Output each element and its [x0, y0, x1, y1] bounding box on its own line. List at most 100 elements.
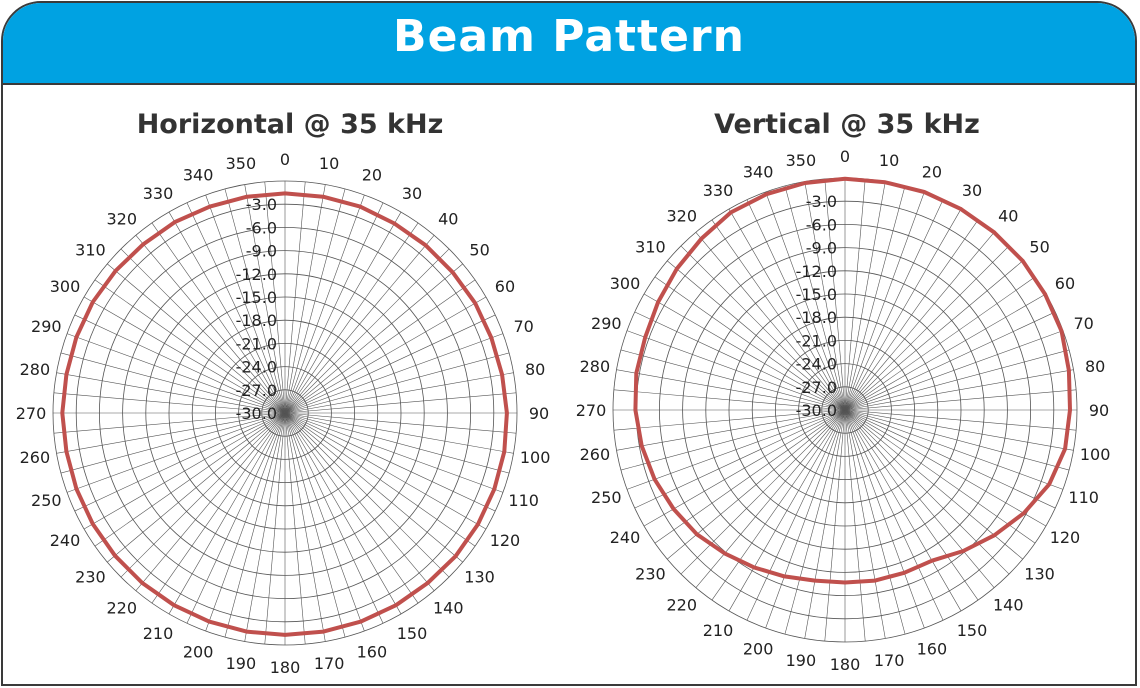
vertical-grid-spoke	[804, 409, 846, 639]
horizontal-trace-point	[140, 581, 145, 585]
vertical-angle-label: 150	[957, 621, 988, 640]
horizontal-trace-point	[321, 629, 326, 634]
vertical-trace-point	[1063, 447, 1067, 451]
vertical-chart-title: Vertical @ 35 kHz	[714, 109, 980, 140]
horizontal-grid-spoke	[284, 412, 487, 530]
vertical-grid-spoke	[844, 409, 1064, 490]
vertical-angle-label: 200	[743, 640, 774, 659]
horizontal-grid-spoke	[284, 352, 510, 414]
vertical-trace-point	[782, 574, 787, 579]
horizontal-grid	[52, 180, 518, 646]
vertical-grid-spoke	[844, 409, 1036, 544]
horizontal-grid-spoke	[284, 412, 463, 563]
vertical-grid-spoke	[844, 181, 886, 411]
vertical-angle-label: 20	[922, 162, 942, 181]
vertical-angle-label: 310	[635, 238, 666, 257]
vertical-grid-spoke	[844, 245, 1010, 411]
vertical-trace-point	[652, 477, 657, 482]
vertical-grid-spoke	[643, 409, 846, 527]
vertical-grid-spoke	[643, 293, 846, 411]
vertical-grid-spoke	[746, 199, 846, 411]
vertical-grid-spoke	[844, 409, 1074, 451]
horizontal-angle-label: 310	[75, 241, 106, 260]
horizontal-angle-label: 320	[106, 209, 137, 228]
vertical-grid-spoke	[844, 260, 1023, 411]
vertical-grid-spoke	[765, 409, 846, 629]
horizontal-trace-point	[321, 194, 325, 199]
horizontal-trace-point	[500, 372, 504, 377]
horizontal-angle-label: 120	[490, 531, 521, 550]
vertical-angle-label: 60	[1055, 274, 1075, 293]
vertical-trace-point	[1043, 292, 1047, 297]
vertical-grid-spoke	[613, 389, 846, 411]
horizontal-trace-point	[450, 270, 455, 275]
vertical-angle-label: 220	[666, 596, 697, 615]
vertical-grid-spoke	[824, 178, 846, 411]
vertical-grid-spoke	[844, 232, 995, 411]
horizontal-angle-label: 150	[397, 624, 428, 643]
vertical-radial-label: -18.0	[796, 308, 837, 327]
horizontal-angle-label: 40	[438, 209, 458, 228]
vertical-trace-point	[1020, 259, 1025, 263]
horizontal-grid-spoke	[284, 235, 435, 414]
horizontal-grid-spoke	[284, 184, 326, 414]
horizontal-grid-spoke	[284, 412, 435, 591]
horizontal-angle-label: 140	[433, 599, 464, 618]
horizontal-angle-label: 10	[319, 154, 339, 173]
horizontal-angle-label: 20	[362, 165, 382, 184]
horizontal-radial-label: -12.0	[236, 265, 277, 284]
horizontal-angle-label: 210	[143, 624, 174, 643]
vertical-trace-point	[992, 533, 997, 538]
vertical-grid-spoke	[746, 409, 846, 621]
vertical-angle-label: 80	[1085, 357, 1105, 376]
vertical-trace-point	[699, 237, 704, 241]
horizontal-grid-spoke	[284, 412, 514, 454]
vertical-grid-spoke	[844, 178, 866, 411]
horizontal-angle-label: 200	[183, 643, 214, 662]
vertical-grid-spoke	[804, 181, 846, 411]
vertical-grid-spoke	[844, 349, 1070, 411]
vertical-trace-point	[643, 335, 647, 340]
horizontal-angle-label: 90	[529, 404, 549, 423]
vertical-grid-spoke	[711, 219, 846, 411]
vertical-radial-label: -24.0	[796, 355, 837, 374]
vertical-grid-spoke	[844, 369, 1074, 411]
vertical-trace-point	[722, 551, 727, 556]
vertical-grid-spoke	[620, 349, 846, 411]
vertical-trace-point	[671, 507, 676, 511]
vertical-angle-label: 120	[1050, 528, 1081, 547]
horizontal-grid-spoke	[120, 412, 286, 578]
horizontal-grid-spoke	[151, 412, 286, 604]
horizontal-radial-label: -3.0	[246, 195, 277, 214]
vertical-grid-spoke	[667, 260, 846, 411]
vertical-grid-spoke	[695, 409, 846, 588]
vertical-angle-label: 10	[879, 151, 899, 170]
vertical-radial-label: -30.0	[796, 401, 837, 420]
vertical-radial-label: -12.0	[796, 262, 837, 281]
vertical-grid-spoke	[824, 409, 846, 642]
horizontal-grid-spoke	[83, 412, 286, 530]
vertical-grid-spoke	[844, 330, 1064, 411]
horizontal-grid-spoke	[284, 412, 510, 474]
horizontal-grid-spoke	[244, 412, 286, 642]
horizontal-trace-point	[359, 619, 363, 624]
vertical-grid-spoke	[613, 409, 846, 431]
vertical-trace-point	[1068, 408, 1072, 412]
vertical-trace-point	[803, 181, 807, 185]
vertical-grid-spoke	[616, 369, 846, 411]
horizontal-angle-label: 190	[226, 654, 257, 673]
vertical-angle-label: 30	[962, 181, 982, 200]
vertical-angle-label: 170	[874, 651, 905, 670]
horizontal-angle-label: 230	[75, 567, 106, 586]
vertical-trace-point	[1022, 511, 1026, 515]
vertical-trace-point	[656, 300, 660, 304]
horizontal-grid-spoke	[284, 202, 384, 414]
vertical-angle-label: 300	[610, 274, 641, 293]
vertical-trace-point	[729, 210, 733, 215]
horizontal-grid-spoke	[284, 372, 514, 414]
vertical-angle-label: 180	[830, 655, 861, 674]
vertical-radial-label: -15.0	[796, 285, 837, 304]
vertical-trace-point	[930, 558, 934, 563]
